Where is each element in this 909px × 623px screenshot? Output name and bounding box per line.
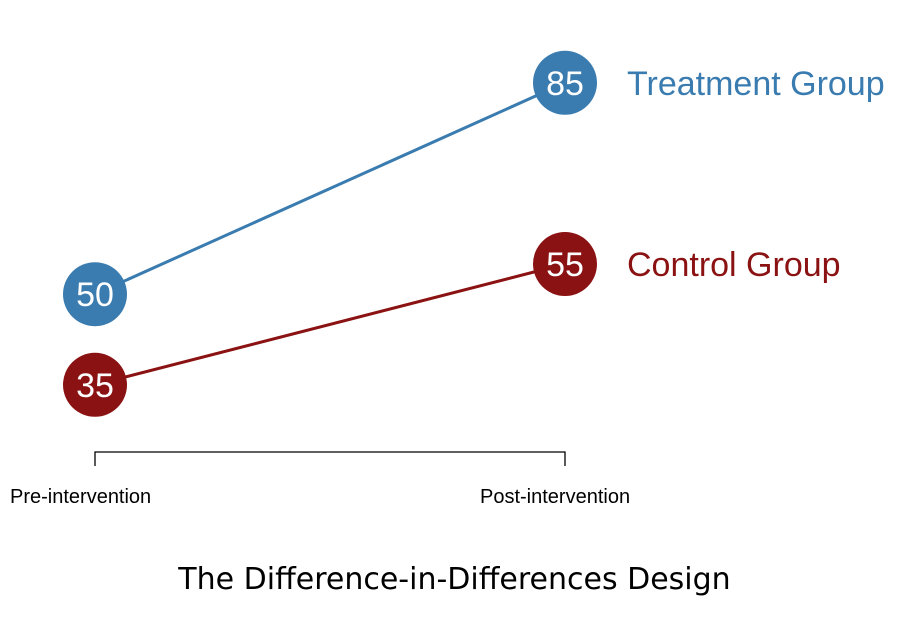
series-lines [94, 81, 566, 387]
control-group-legend-label: Control Group [627, 246, 841, 284]
chart-caption: The Difference-in-Differences Design [178, 562, 731, 597]
x-axis [94, 451, 566, 466]
x-tick-label-post-intervention: Post-intervention [480, 486, 630, 508]
series-legend: Treatment Group Control Group [627, 65, 885, 284]
treatment-group-value-label-1: 85 [546, 65, 584, 103]
control-group-point-1 [533, 232, 597, 296]
treatment-group-line [94, 81, 566, 296]
treatment-group-point-0 [63, 262, 127, 327]
treatment-group-point-1 [533, 50, 597, 115]
control-group-value-label-1: 55 [546, 246, 584, 284]
control-group-line [94, 262, 566, 387]
treatment-group-value-label-0: 50 [76, 276, 114, 314]
x-axis-bracket [94, 451, 566, 466]
series-markers: 50 85 35 55 [63, 50, 597, 417]
control-group-value-label-0: 35 [76, 367, 114, 405]
x-tick-labels: Pre-intervention Post-intervention [10, 486, 630, 508]
treatment-group-legend-label: Treatment Group [627, 65, 885, 103]
x-tick-label-pre-intervention: Pre-intervention [10, 486, 151, 508]
control-group-point-0 [63, 352, 127, 417]
